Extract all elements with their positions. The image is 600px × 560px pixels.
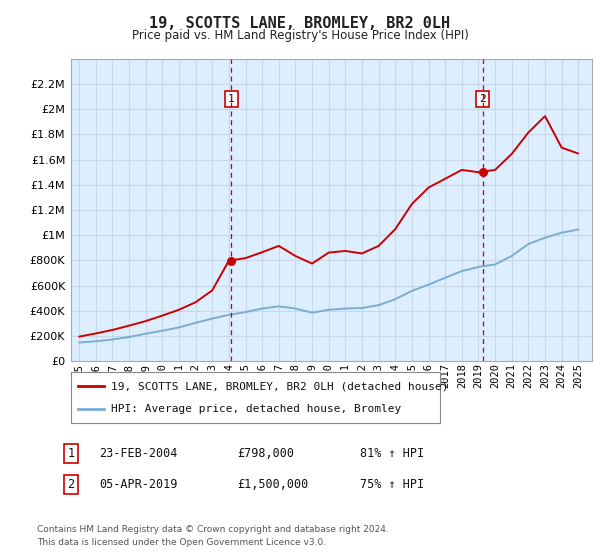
Text: 81% ↑ HPI: 81% ↑ HPI xyxy=(360,447,424,460)
Text: 2: 2 xyxy=(67,478,74,491)
Text: 1: 1 xyxy=(228,94,235,104)
Text: 05-APR-2019: 05-APR-2019 xyxy=(99,478,178,491)
Text: 19, SCOTTS LANE, BROMLEY, BR2 0LH (detached house): 19, SCOTTS LANE, BROMLEY, BR2 0LH (detac… xyxy=(112,381,449,391)
Text: 23-FEB-2004: 23-FEB-2004 xyxy=(99,447,178,460)
Text: 1: 1 xyxy=(67,447,74,460)
Text: £798,000: £798,000 xyxy=(237,447,294,460)
Text: Contains HM Land Registry data © Crown copyright and database right 2024.: Contains HM Land Registry data © Crown c… xyxy=(37,525,389,534)
Text: 19, SCOTTS LANE, BROMLEY, BR2 0LH: 19, SCOTTS LANE, BROMLEY, BR2 0LH xyxy=(149,16,451,31)
Text: Price paid vs. HM Land Registry's House Price Index (HPI): Price paid vs. HM Land Registry's House … xyxy=(131,29,469,42)
Text: £1,500,000: £1,500,000 xyxy=(237,478,308,491)
Text: 75% ↑ HPI: 75% ↑ HPI xyxy=(360,478,424,491)
Text: HPI: Average price, detached house, Bromley: HPI: Average price, detached house, Brom… xyxy=(112,404,401,414)
Text: 2: 2 xyxy=(479,94,486,104)
Text: This data is licensed under the Open Government Licence v3.0.: This data is licensed under the Open Gov… xyxy=(37,538,326,547)
